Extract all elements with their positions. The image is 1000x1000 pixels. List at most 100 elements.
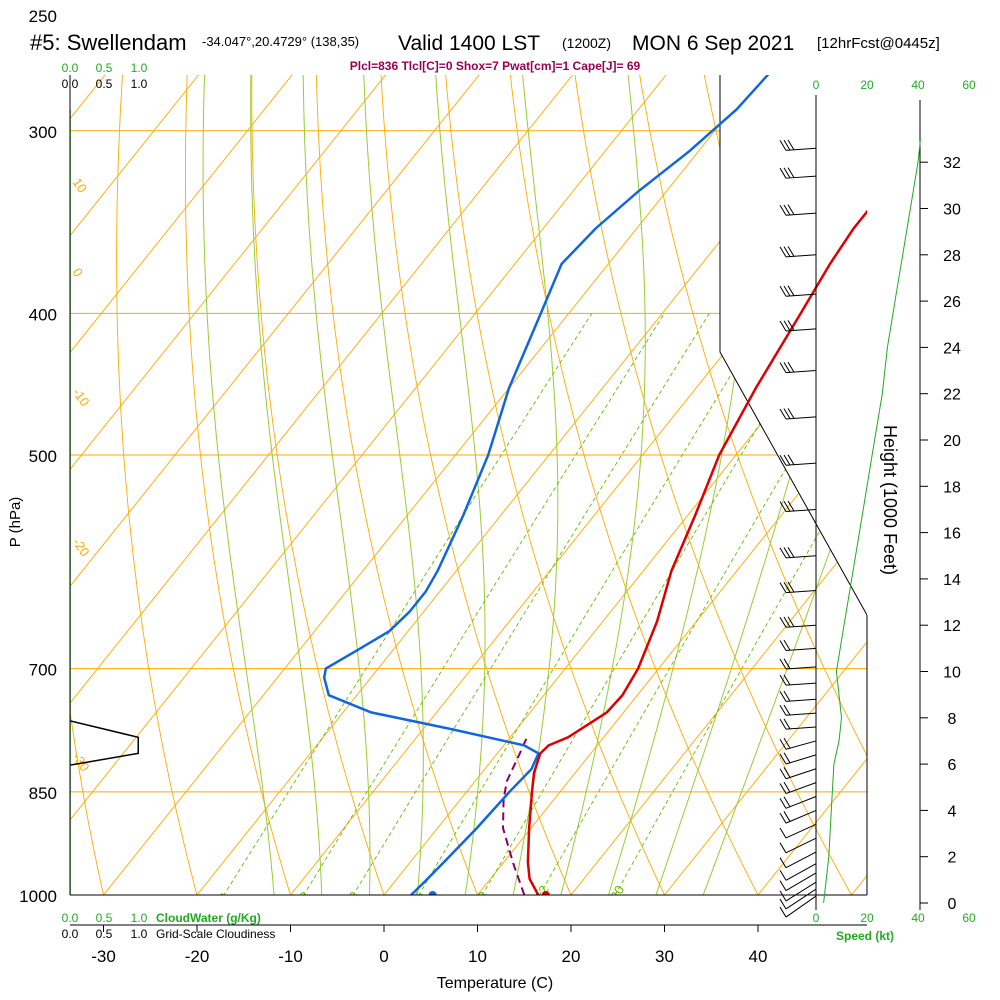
wind-barb bbox=[785, 754, 817, 765]
isotherm-label: -10 bbox=[70, 385, 93, 409]
wind-barb-feather bbox=[779, 870, 787, 881]
wind-barb-feather bbox=[783, 616, 791, 628]
moist-adiabat bbox=[302, 75, 371, 895]
wind-barb-feather bbox=[783, 811, 791, 822]
wind-barb bbox=[785, 740, 817, 750]
isotherm-line bbox=[70, 75, 387, 471]
cloudwater-label: CloudWater (g/Kg) bbox=[156, 911, 261, 925]
height-tick-label: 14 bbox=[943, 572, 961, 589]
x-tick-label: 20 bbox=[562, 947, 581, 966]
mixing-ratio-line bbox=[223, 313, 593, 895]
height-tick-label: 10 bbox=[943, 665, 961, 682]
cloudwater-tick-top: 0.0 bbox=[62, 61, 79, 75]
wind-barb-feather bbox=[783, 639, 791, 651]
moist-adiabat bbox=[512, 75, 559, 895]
wind-barb-feather bbox=[779, 320, 787, 332]
dewpoint-line bbox=[322, 75, 770, 895]
mixing-ratio-label: 3 bbox=[346, 889, 363, 903]
wind-barb bbox=[785, 293, 817, 297]
mixing-ratio-line bbox=[539, 329, 867, 895]
dry-adiabat bbox=[945, 15, 1000, 914]
moist-adiabat bbox=[202, 75, 275, 895]
wind-barb-feather bbox=[783, 246, 791, 257]
wind-barb bbox=[785, 328, 817, 332]
moist-adiabat bbox=[435, 75, 486, 895]
dry-adiabat bbox=[185, 75, 291, 895]
dry-adiabat bbox=[574, 75, 853, 895]
mixing-ratio-label: 1 bbox=[216, 889, 233, 903]
wind-barb-feather bbox=[783, 737, 791, 749]
speed-tick-top: 40 bbox=[911, 78, 925, 92]
wind-speed-profile bbox=[823, 139, 921, 904]
wind-barb bbox=[785, 863, 817, 881]
wind-barb bbox=[785, 647, 817, 651]
isotherm-line bbox=[70, 75, 293, 354]
height-tick-label: 16 bbox=[943, 526, 961, 543]
x-tick-label: -30 bbox=[91, 947, 116, 966]
wind-barb-feather bbox=[783, 718, 791, 730]
wind-barb-feather bbox=[779, 140, 787, 151]
wind-barb-feather bbox=[779, 362, 787, 373]
wind-barb-feather bbox=[779, 898, 787, 910]
height-tick-label: 2 bbox=[948, 850, 957, 867]
speed-tick-bottom: 60 bbox=[962, 911, 976, 925]
moist-adiabat bbox=[363, 75, 424, 895]
speed-tick-top: 60 bbox=[962, 78, 976, 92]
dry-adiabat bbox=[445, 75, 665, 895]
upper-right-mask bbox=[720, 75, 867, 615]
wind-barb-feather bbox=[787, 139, 795, 151]
wind-barb bbox=[785, 254, 817, 258]
wind-barb-feather bbox=[783, 454, 791, 466]
isotherm-line bbox=[70, 75, 667, 821]
wind-barb bbox=[785, 147, 817, 151]
wind-barb-feather bbox=[783, 362, 791, 373]
wind-barb-feather bbox=[779, 167, 787, 179]
wind-barb-feather bbox=[779, 617, 787, 628]
wind-barb-feather bbox=[779, 547, 787, 559]
wind-barb bbox=[785, 462, 817, 466]
wind-barb bbox=[785, 624, 817, 628]
wind-barb bbox=[785, 508, 817, 513]
wind-barb bbox=[785, 895, 817, 918]
wind-barb-feather bbox=[783, 204, 791, 216]
isotherm-line bbox=[570, 524, 867, 895]
wind-barb-feather bbox=[779, 739, 787, 750]
wind-barb-feather bbox=[779, 454, 787, 466]
wind-barb-feather bbox=[779, 582, 787, 593]
dry-adiabat bbox=[639, 75, 867, 757]
coords-text: -34.047°,20.4729° (138,35) bbox=[202, 34, 359, 49]
height-tick-label: 24 bbox=[943, 340, 961, 357]
wind-barb bbox=[785, 768, 817, 780]
mixing-ratio-label: 8 bbox=[474, 889, 491, 903]
wind-barb-feather bbox=[783, 501, 791, 512]
height-tick-label: 22 bbox=[943, 387, 961, 404]
cloudwater-tick-bottom: 0.5 bbox=[96, 911, 113, 925]
wind-barb-feather bbox=[779, 501, 787, 512]
wind-barb-feather bbox=[779, 880, 787, 891]
dry-adiabat bbox=[509, 75, 759, 895]
wind-barb-feather bbox=[783, 704, 791, 716]
speed-tick-top: 20 bbox=[860, 78, 874, 92]
cloudwater-tick-bottom: 0.0 bbox=[62, 911, 79, 925]
wind-barb bbox=[785, 726, 817, 730]
wind-barb-feather bbox=[783, 320, 791, 331]
cloudwater-tick-top: 0.5 bbox=[96, 61, 113, 75]
speed-tick-top: 0 bbox=[813, 78, 820, 92]
y-axis-label: P (hPa) bbox=[7, 497, 24, 548]
wind-barb-feather bbox=[787, 408, 795, 419]
height-tick-label: 4 bbox=[948, 803, 957, 820]
wind-barb-feather bbox=[787, 454, 795, 465]
wind-barb-feather bbox=[787, 581, 795, 593]
wind-barb-feather bbox=[787, 361, 795, 373]
wind-barb-feather bbox=[783, 690, 791, 702]
isotherm-line bbox=[383, 290, 867, 895]
axes: -30 -20 -10 0 10 20 30 402503004005007008501000… bbox=[19, 7, 868, 966]
cloudwater-tick-top: 1.0 bbox=[131, 61, 148, 75]
mixing-ratio-line bbox=[303, 313, 665, 895]
wind-barb-feather bbox=[779, 768, 787, 780]
cloudwater-tick-bottom: 1.0 bbox=[131, 911, 148, 925]
stability-indices: Plcl=836 Tlcl[C]=0 Shox=7 Pwat[cm]=1 Cap… bbox=[350, 59, 641, 73]
wind-barb-feather bbox=[779, 204, 787, 216]
wind-barb-feather bbox=[779, 842, 787, 854]
isotherm-line bbox=[70, 75, 480, 587]
